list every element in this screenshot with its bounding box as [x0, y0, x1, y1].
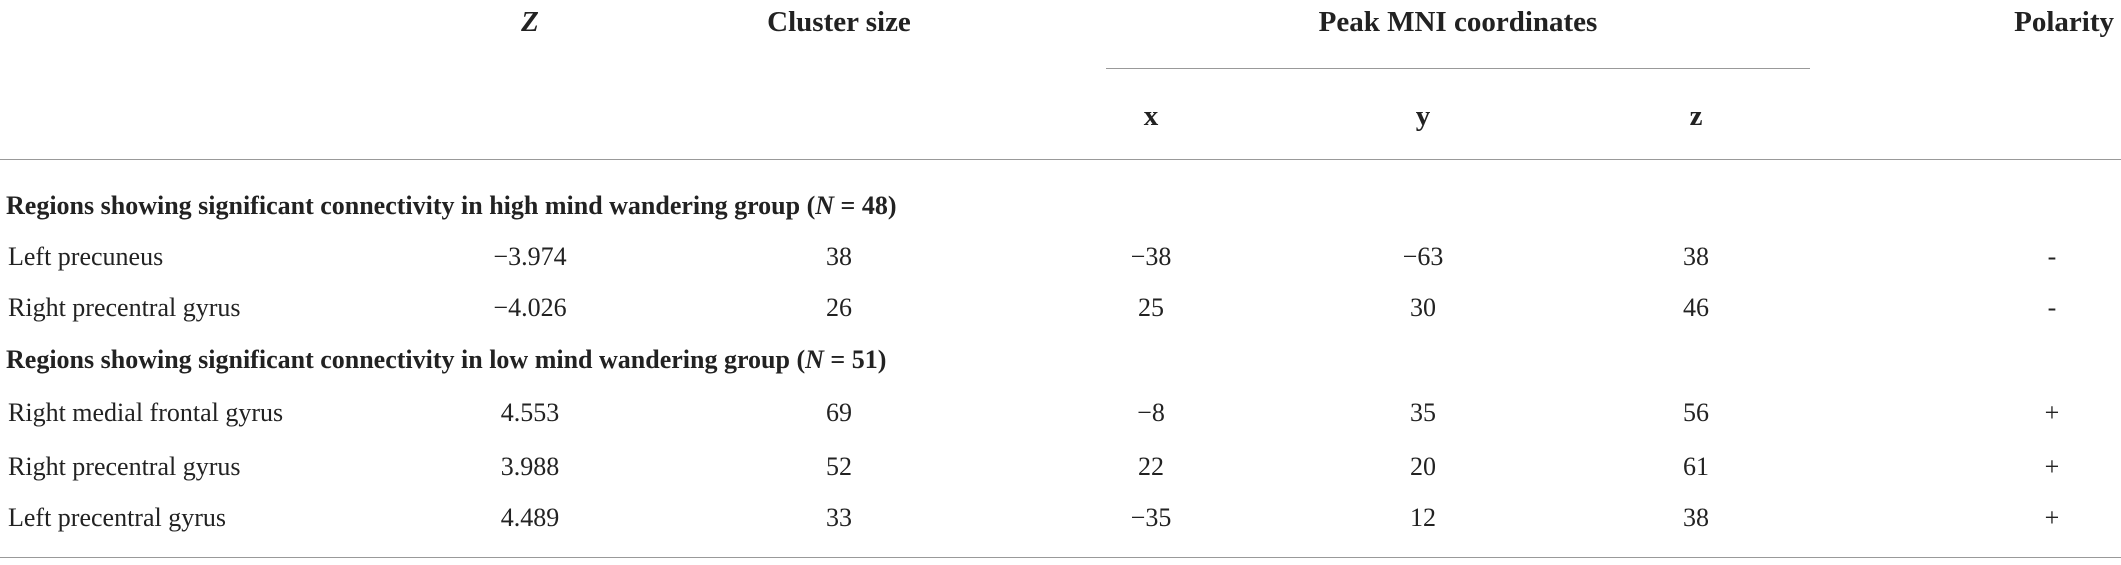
- header-cluster-size: Cluster size: [767, 6, 911, 38]
- header-z-coord: z: [1689, 100, 1703, 132]
- cell: +: [2044, 452, 2060, 481]
- cell: 4.553: [500, 398, 560, 427]
- header-x: x: [1143, 100, 1159, 132]
- cell: 33: [826, 503, 852, 532]
- cell: 20: [1410, 452, 1436, 481]
- cell: +: [2044, 503, 2060, 532]
- header-y: y: [1415, 100, 1431, 132]
- section-title-text: Regions showing significant connectivity…: [6, 345, 806, 374]
- cell: 30: [1410, 293, 1436, 322]
- cell: 26: [826, 293, 852, 322]
- region-label: Right precentral gyrus: [8, 452, 241, 481]
- header-polarity: Polarity: [2014, 6, 2114, 38]
- cell: 35: [1410, 398, 1436, 427]
- cell: +: [2044, 398, 2060, 427]
- cell: -: [2047, 293, 2057, 322]
- section-title-text: Regions showing significant connectivity…: [6, 191, 816, 220]
- cell: −35: [1130, 503, 1172, 532]
- cell: 46: [1683, 293, 1709, 322]
- cell: −8: [1137, 398, 1165, 427]
- cell: −3.974: [493, 242, 567, 271]
- header-z: Z: [521, 6, 539, 38]
- cell: 38: [1683, 242, 1709, 271]
- region-label: Left precentral gyrus: [8, 503, 227, 532]
- header-peak: Peak MNI coordinates: [1318, 6, 1598, 38]
- region-label: Left precuneus: [8, 242, 164, 271]
- table-bottom-rule: [0, 557, 2121, 558]
- header-bottom-rule: [0, 159, 2121, 160]
- cell: -: [2047, 242, 2057, 271]
- region-label: Right precentral gyrus: [8, 293, 241, 322]
- section-title: Regions showing significant connectivity…: [6, 345, 886, 375]
- cell: 56: [1683, 398, 1709, 427]
- region-label: Right medial frontal gyrus: [8, 398, 284, 427]
- cell: 3.988: [500, 452, 560, 481]
- cell: −38: [1130, 242, 1172, 271]
- section-title-suffix: = 48): [834, 191, 897, 220]
- section-title: Regions showing significant connectivity…: [6, 191, 897, 221]
- section-title-italic: N: [805, 345, 824, 374]
- cell: 12: [1410, 503, 1436, 532]
- cell: 4.489: [500, 503, 560, 532]
- section-title-suffix: = 51): [823, 345, 887, 374]
- cell: 61: [1683, 452, 1709, 481]
- cell: 69: [826, 398, 852, 427]
- header-rule: [1106, 68, 1810, 69]
- cell: 38: [826, 242, 852, 271]
- cell: −63: [1402, 242, 1444, 271]
- cell: −4.026: [493, 293, 567, 322]
- cell: 25: [1138, 293, 1164, 322]
- cell: 52: [826, 452, 852, 481]
- cell: 38: [1683, 503, 1709, 532]
- cell: 22: [1138, 452, 1164, 481]
- section-title-italic: N: [815, 191, 835, 220]
